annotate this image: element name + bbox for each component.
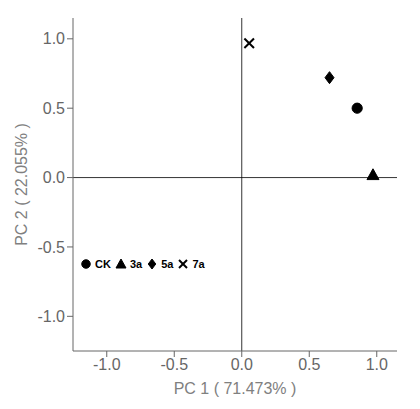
svg-text:0.5: 0.5	[298, 356, 320, 373]
svg-text:0.0: 0.0	[231, 356, 253, 373]
html-text:CK: CK	[95, 258, 111, 270]
svg-text:PC 1 ( 71.473% ): PC 1 ( 71.473% )	[174, 380, 297, 397]
html-text:3a: 3a	[129, 258, 143, 270]
svg-text:-1.0: -1.0	[93, 356, 121, 373]
svg-text:-1.0: -1.0	[37, 308, 65, 325]
svg-text:0.0: 0.0	[43, 169, 65, 186]
svg-text:-0.5: -0.5	[37, 239, 65, 256]
svg-text:PC 2 ( 22.055% ): PC 2 ( 22.055% )	[13, 123, 30, 246]
html-text:5a: 5a	[161, 258, 174, 270]
svg-text:0.5: 0.5	[43, 100, 65, 117]
svg-text:1.0: 1.0	[366, 356, 388, 373]
svg-text:1.0: 1.0	[43, 30, 65, 47]
svg-text:-0.5: -0.5	[160, 356, 188, 373]
html-text:7a: 7a	[192, 258, 205, 270]
